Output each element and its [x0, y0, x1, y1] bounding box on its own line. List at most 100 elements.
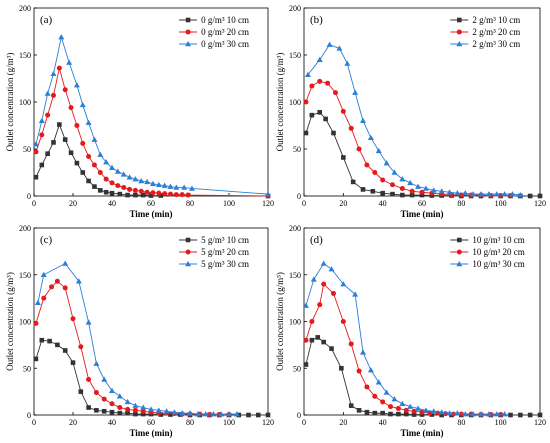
data-point: [132, 407, 138, 413]
panel-label: (b): [310, 14, 323, 26]
data-point: [101, 396, 107, 402]
data-point: [509, 191, 516, 197]
data-point: [41, 295, 47, 301]
data-point: [47, 338, 52, 344]
data-point: [265, 191, 271, 197]
data-point: [493, 191, 500, 197]
data-point: [33, 149, 39, 155]
data-point: [367, 367, 374, 373]
data-point: [478, 411, 484, 417]
series-line: [305, 283, 501, 415]
data-point: [202, 411, 209, 417]
legend-label: 0 g/m³ 10 cm: [201, 15, 249, 25]
data-point: [485, 411, 492, 417]
data-point: [321, 339, 326, 345]
x-axis-title: Time (min): [400, 428, 443, 438]
data-point: [62, 285, 68, 291]
series-line: [305, 336, 540, 416]
legend-label: 2 g/m³ 10 cm: [472, 15, 520, 25]
data-point: [140, 411, 146, 417]
data-point: [125, 192, 130, 198]
data-point: [80, 170, 86, 175]
data-point: [309, 337, 315, 343]
data-point: [109, 387, 115, 393]
data-point: [70, 360, 76, 365]
series-3: [32, 34, 271, 197]
data-point: [336, 45, 343, 51]
data-point: [348, 125, 354, 131]
data-point: [103, 159, 110, 165]
data-point: [117, 410, 123, 416]
y-tick-label: 0: [297, 411, 301, 420]
legend: 10 g/m³ 10 cm 10 g/m³ 20 cm 10 g/m³ 30 cm: [450, 235, 525, 269]
data-point: [144, 189, 150, 195]
data-point: [399, 400, 406, 407]
series-line: [305, 111, 540, 197]
data-point: [446, 410, 453, 416]
y-axis-title: Outlet concentration (g/m³): [275, 53, 285, 152]
data-point: [356, 408, 362, 413]
data-point: [103, 176, 109, 182]
data-point: [310, 276, 317, 282]
data-point: [125, 410, 130, 416]
data-point: [352, 291, 359, 297]
data-point: [140, 408, 146, 414]
series-1: [303, 335, 543, 418]
data-point: [422, 185, 429, 191]
data-point: [325, 80, 331, 86]
legend-marker: [185, 249, 191, 255]
x-tick-label: 20: [69, 418, 77, 427]
data-point: [109, 401, 115, 407]
data-point: [493, 411, 500, 417]
data-point: [161, 182, 168, 188]
data-point: [86, 376, 92, 382]
data-point: [360, 187, 366, 192]
data-point: [485, 191, 492, 197]
data-point: [395, 405, 401, 411]
data-point: [419, 189, 425, 195]
data-point: [407, 179, 414, 186]
series-3: [302, 260, 508, 417]
data-point: [73, 82, 80, 88]
data-point: [93, 390, 99, 396]
data-point: [388, 411, 393, 417]
x-tick-label: 100: [495, 418, 507, 427]
data-point: [155, 407, 162, 413]
data-point: [158, 193, 164, 198]
data-point: [93, 360, 100, 366]
data-point: [68, 105, 74, 111]
data-point: [103, 189, 109, 195]
series-2: [33, 278, 232, 418]
data-point: [360, 349, 366, 355]
legend-label: 5 g/m³ 20 cm: [201, 247, 249, 257]
data-point: [419, 192, 425, 198]
legend: 2 g/m³ 10 cm 2 g/m³ 20 cm 2 g/m³ 30 cm: [450, 15, 520, 49]
data-point: [117, 191, 123, 197]
data-point: [527, 412, 533, 418]
data-point: [98, 188, 103, 193]
x-tick-label: 80: [457, 418, 465, 427]
data-point: [303, 99, 309, 105]
x-axis-title: Time (min): [400, 209, 443, 219]
data-point: [430, 408, 437, 414]
data-point: [39, 162, 45, 168]
legend-marker: [456, 261, 463, 267]
y-tick-label: 100: [289, 98, 301, 107]
data-point: [367, 134, 374, 140]
data-point: [138, 177, 145, 184]
data-point: [226, 411, 232, 417]
data-point: [91, 136, 98, 142]
data-point: [125, 406, 131, 412]
data-point: [117, 405, 123, 411]
data-point: [409, 192, 415, 198]
x-tick-label: 100: [495, 199, 507, 208]
data-point: [49, 284, 55, 290]
data-point: [39, 132, 45, 138]
y-tick-label: 200: [19, 224, 31, 233]
data-point: [340, 319, 346, 324]
data-point: [40, 271, 47, 277]
data-point: [411, 408, 417, 414]
y-tick-label: 50: [23, 145, 31, 154]
data-point: [185, 192, 191, 198]
data-point: [162, 191, 168, 197]
